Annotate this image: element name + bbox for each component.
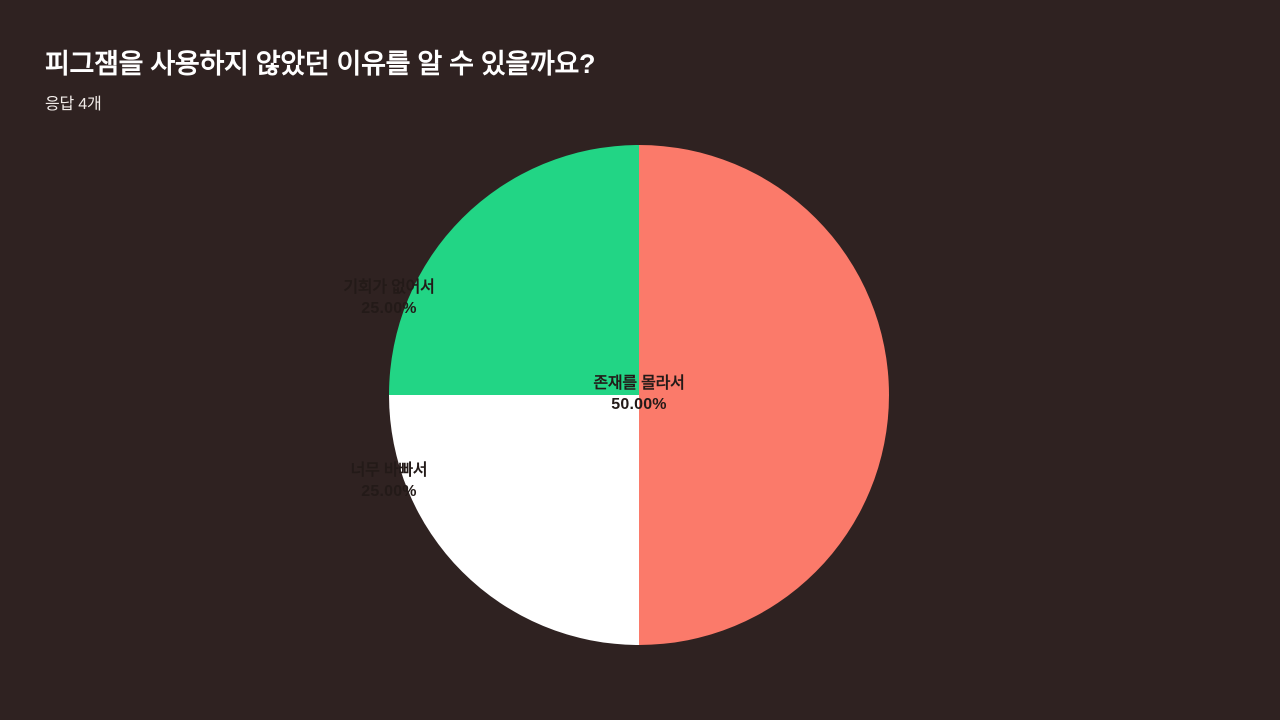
pie-chart: 존재를 몰라서 50.00% 기회가 없어서 25.00% 너무 바빠서 25.… [343, 145, 889, 645]
pie-slice-0[interactable] [639, 145, 889, 645]
chart-header: 피그잼을 사용하지 않았던 이유를 알 수 있을까요? 응답 4개 [45, 48, 1045, 114]
page-title: 피그잼을 사용하지 않았던 이유를 알 수 있을까요? [45, 49, 596, 79]
pie-slice-1[interactable] [389, 395, 639, 645]
pie-chart-svg [389, 145, 889, 645]
response-count-subtitle: 응답 4개 [45, 95, 102, 113]
pie-slice-2[interactable] [389, 145, 639, 395]
